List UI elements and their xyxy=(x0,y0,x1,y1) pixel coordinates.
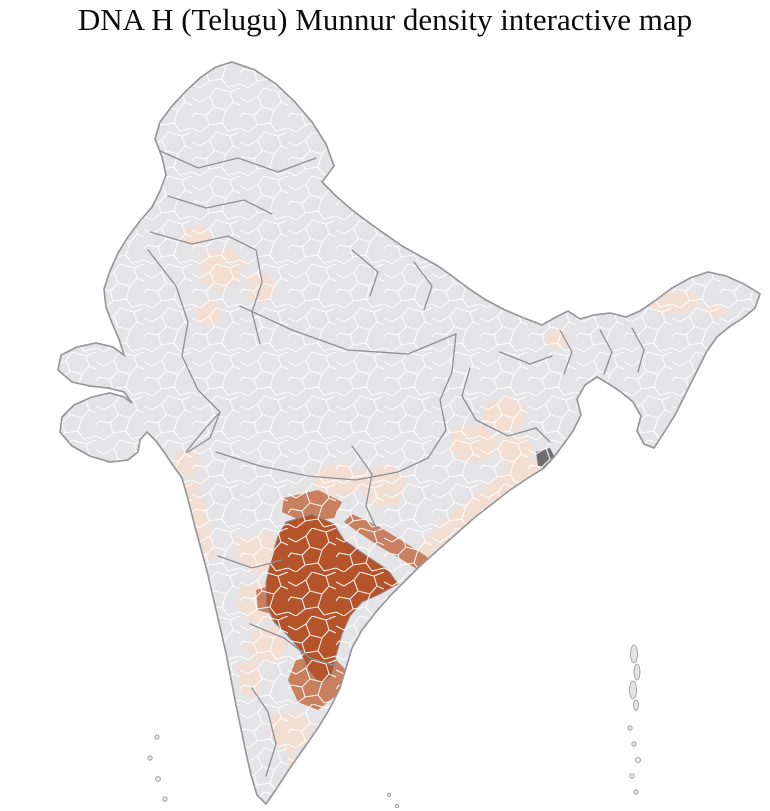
lakshadweep-islands[interactable] xyxy=(147,734,399,809)
country-outline xyxy=(57,61,761,806)
state-borders xyxy=(147,149,645,777)
district-mosaic-overlay xyxy=(58,62,760,804)
map-title: DNA H (Telugu) Munnur density interactiv… xyxy=(77,2,693,37)
andaman-nicobar-islands[interactable] xyxy=(627,644,642,795)
